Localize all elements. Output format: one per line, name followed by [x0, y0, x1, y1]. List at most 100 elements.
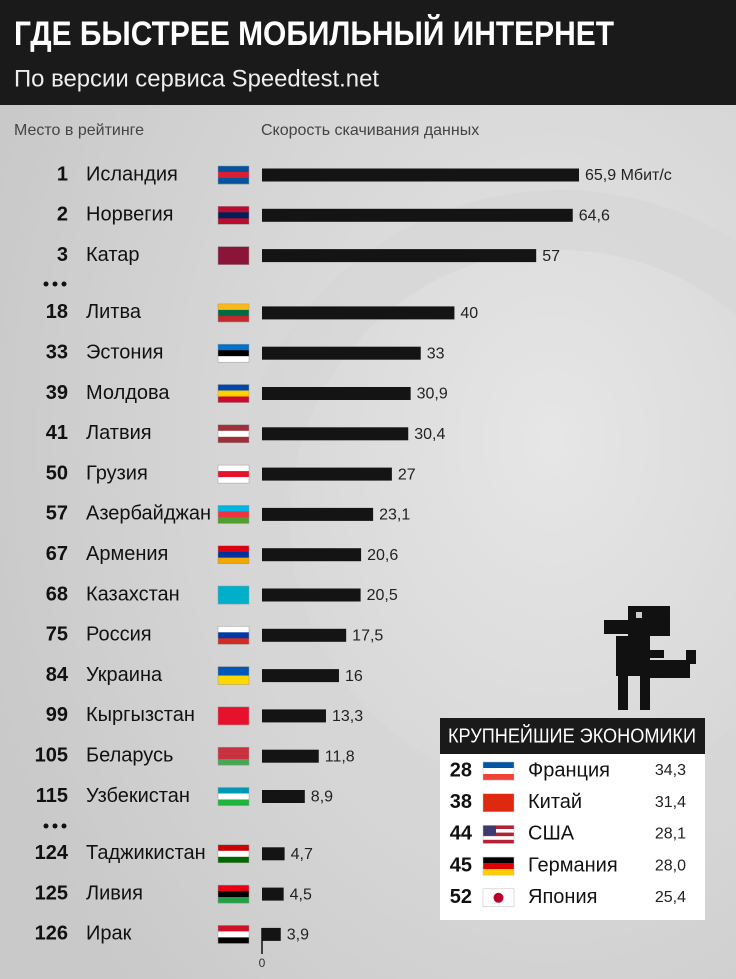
rank-header: Место в рейтинге: [14, 122, 144, 139]
flag-stripe: [218, 753, 249, 760]
value-label: 4,5: [290, 886, 312, 903]
rank: 115: [36, 785, 68, 807]
flag-stripe: [218, 218, 249, 225]
flag-canton: [483, 825, 496, 836]
bar: [262, 467, 392, 481]
flag-stripe: [218, 424, 249, 431]
rank: 67: [46, 543, 68, 565]
economy-value: 34,3: [655, 762, 686, 779]
flag-border: [217, 384, 250, 403]
dino-leg: [640, 676, 650, 710]
dino-tail: [650, 660, 690, 678]
flag-stripe: [218, 799, 249, 806]
value-label: 16: [345, 668, 363, 685]
flag-stripe: [218, 315, 249, 323]
rank: 124: [35, 842, 69, 864]
value-header: Скорость скачивания данных: [261, 122, 479, 139]
flag-border: [217, 884, 250, 904]
rank: 57: [46, 503, 68, 525]
country-name: Кыргызстан: [86, 704, 195, 726]
bar: [262, 168, 579, 182]
bar: [262, 790, 305, 803]
flag-stripe: [218, 511, 249, 518]
value-label: 20,5: [367, 587, 398, 604]
value-label: 30,9: [417, 386, 448, 403]
flag-stripe: [218, 430, 249, 437]
value-label: 3,9: [287, 927, 309, 944]
dot: [52, 281, 58, 287]
bar: [262, 588, 361, 602]
flag-border: [217, 505, 250, 524]
flag-stripe: [218, 891, 249, 898]
value-label: 30,4: [414, 426, 445, 443]
rank: 50: [46, 462, 68, 484]
rank: 126: [35, 923, 68, 945]
flag-stripe: [483, 793, 514, 812]
flag-border: [217, 545, 250, 564]
economy-country: Франция: [528, 759, 610, 781]
flag-stripe: [218, 626, 249, 633]
rank: 2: [57, 204, 68, 226]
country-name: Катар: [86, 244, 140, 266]
flag-border: [482, 793, 515, 812]
flag-stripe: [218, 166, 249, 173]
bar: [262, 208, 573, 222]
rank: 68: [46, 583, 68, 605]
flag-stripe: [218, 787, 249, 794]
dot: [61, 823, 67, 829]
flag-stripe: [218, 856, 249, 863]
country-name: Армения: [86, 543, 168, 565]
economy-country: Япония: [528, 886, 597, 908]
rank: 99: [46, 704, 68, 726]
flag-stripe: [218, 747, 249, 754]
value-label: 40: [460, 305, 478, 322]
bar: [262, 427, 409, 441]
flag-stripe: [483, 869, 514, 876]
country-name: Норвегия: [86, 204, 174, 226]
flag-border: [217, 464, 250, 484]
economy-rank: 45: [450, 854, 472, 876]
country-name: Литва: [86, 301, 142, 323]
country-name: Казахстан: [86, 583, 180, 605]
flag-stripe: [218, 172, 249, 179]
flag-border: [217, 666, 250, 685]
economy-rank: 52: [450, 886, 472, 908]
flag-stripe: [483, 836, 514, 840]
value-label: 57: [542, 248, 560, 265]
flag-stripe: [483, 825, 514, 830]
rank: 18: [46, 301, 68, 323]
flag-stripe: [218, 477, 249, 484]
economy-rank: 28: [450, 759, 472, 781]
flag-stripe: [218, 925, 249, 932]
flag-stripe: [218, 178, 249, 185]
title: ГДЕ БЫСТРЕЕ МОБИЛЬНЫЙ ИНТЕРНЕТ: [14, 14, 614, 53]
dino-body: [616, 636, 650, 676]
flag-stripe: [483, 857, 514, 864]
flag-stripe: [218, 303, 249, 311]
flag-stripe: [218, 844, 249, 851]
dot: [52, 823, 58, 829]
rank: 33: [46, 341, 68, 363]
flag-stripe: [218, 850, 249, 857]
flag-stripe: [218, 384, 249, 391]
value-label: 33: [427, 345, 445, 362]
dino: [604, 606, 696, 710]
flag-border: [217, 585, 250, 605]
flag-border: [217, 343, 250, 363]
flag-stripe: [483, 774, 514, 781]
flag-stripe: [483, 762, 514, 769]
flag-border: [482, 888, 515, 908]
flag-stripe: [218, 897, 249, 904]
bar: [262, 249, 537, 263]
flag-stripe: [218, 793, 249, 800]
rank: 3: [57, 244, 68, 266]
rank: 84: [46, 664, 69, 686]
value-label: 23,1: [379, 507, 410, 524]
country-name: Беларусь: [86, 744, 173, 766]
dino-arm: [650, 650, 664, 658]
dot: [43, 823, 49, 829]
flag-stripe: [218, 557, 249, 564]
flag-stripe: [218, 436, 249, 443]
flag-stripe: [483, 863, 514, 870]
